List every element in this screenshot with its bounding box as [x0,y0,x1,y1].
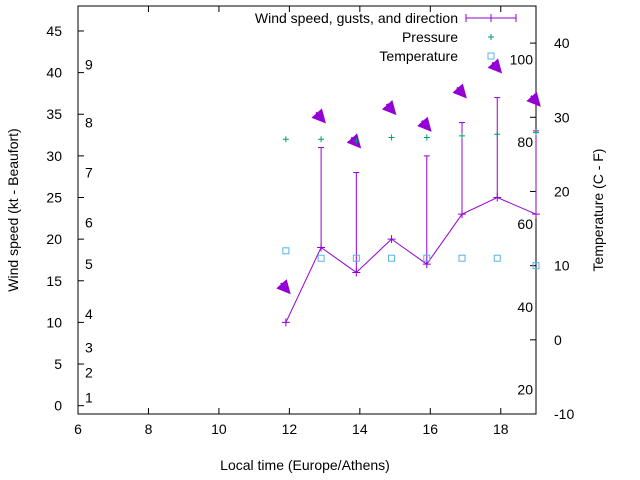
temperature-point [282,247,290,255]
wind-speed-point [317,243,326,252]
pressure-point [423,134,430,141]
y-axis-label: Wind speed (kt - Beaufort) [5,128,21,291]
y-tick-label: 45 [46,23,62,39]
x-tick-label: 8 [145,421,153,437]
fahrenheit-label: 40 [517,299,533,315]
fahrenheit-label: 20 [517,382,533,398]
y2-axis-label: Temperature (C - F) [590,149,606,272]
y-tick-label: 35 [46,106,62,122]
beaufort-label: 4 [85,306,93,322]
wind-direction-arrow [276,279,291,295]
fahrenheit-label: 60 [517,216,533,232]
y2-tick-label: -10 [554,406,574,422]
y-tick-label: 10 [46,314,62,330]
pressure-point [533,129,539,136]
beaufort-label: 9 [85,56,93,72]
y2-tick-label: 40 [554,35,570,51]
y2-tick-label: 0 [554,332,562,348]
x-tick-label: 16 [423,421,439,437]
x-tick-label: 12 [282,421,298,437]
legend-label: Pressure [402,29,458,45]
plot-group [276,58,541,327]
pressure-point [318,136,325,143]
wind-speed-point [493,193,502,202]
pressure-point [494,131,501,138]
y-tick-label: 5 [54,356,62,372]
wind-speed-point [352,268,361,277]
wind-direction-arrow [381,100,397,116]
temperature-point [532,262,540,270]
plot-border [77,5,537,415]
legend-pressure-marker [488,34,494,40]
temperature-point [317,254,325,262]
legend: Wind speed, gusts, and direction Pressure… [255,10,517,64]
y-tick-label: 40 [46,65,62,81]
wind-direction-arrow [487,58,503,74]
wind-direction-arrow [452,83,467,99]
wind-direction-arrow [417,116,432,132]
y-tick-label: 25 [46,190,62,206]
temperature-point [423,254,431,262]
wind-speed-point [458,210,467,219]
temperature-point [388,254,396,262]
pressure-point [353,137,360,144]
legend-label: Wind speed, gusts, and direction [255,10,458,26]
temperature-point [493,254,501,262]
temperature-point [458,254,466,262]
axes-group: 6 8 10 12 14 16 18051015202530354045-100102030… [46,5,574,437]
beaufort-label: 1 [85,389,93,405]
x-tick-label: 6 [74,421,82,437]
y-tick-label: 30 [46,148,62,164]
wind-speed-line [285,196,537,323]
legend-temperature-marker [487,52,495,60]
y2-tick-label: 30 [554,109,570,125]
wind-speed-point [387,235,396,244]
x-axis-label: Local time (Europe/Athens) [220,457,390,473]
wind-direction-arrow [526,91,541,107]
legend-wind-marker [487,14,495,22]
y-tick-label: 0 [54,398,62,414]
wind-direction-arrow [311,108,326,124]
wind-direction-arrow [346,133,362,149]
pressure-point [282,136,289,143]
beaufort-label: 2 [85,364,93,380]
y-tick-label: 15 [46,273,62,289]
beaufort-label: 8 [85,115,93,131]
y2-tick-label: 20 [554,183,570,199]
fahrenheit-label: 100 [510,51,534,67]
legend-label: Temperature [379,48,458,64]
y-tick-label: 20 [46,231,62,247]
wind-speed-point [281,318,290,327]
fahrenheit-label: 80 [517,134,533,150]
x-tick-label: 18 [493,421,509,437]
wind-speed-point [532,210,540,219]
beaufort-label: 7 [85,165,93,181]
beaufort-label: 5 [85,256,93,272]
temperature-point [352,254,360,262]
x-tick-label: 14 [352,421,368,437]
y2-tick-label: 10 [554,258,570,274]
pressure-point [459,132,466,139]
beaufort-label: 3 [85,339,93,355]
beaufort-label: 6 [85,214,93,230]
pressure-point [388,134,395,141]
x-tick-label: 10 [211,421,227,437]
